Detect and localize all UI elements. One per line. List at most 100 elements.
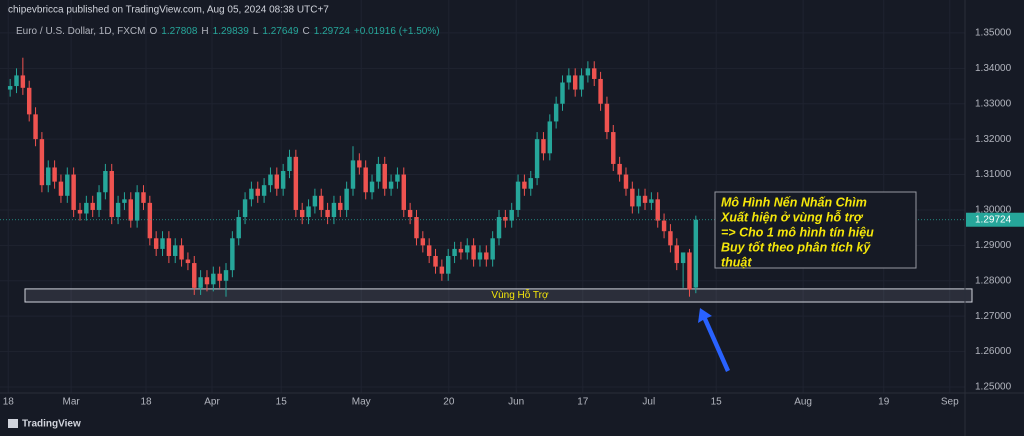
candle-body — [331, 202, 337, 218]
candle-body — [407, 209, 413, 218]
x-tick-label: Jun — [508, 397, 524, 408]
annotation-line: Xuất hiện ở vùng hỗ trợ — [720, 209, 864, 224]
candle-body — [636, 195, 641, 207]
candle-body — [471, 245, 476, 260]
candle-body — [490, 238, 495, 260]
candle-body — [128, 199, 134, 221]
ohlc-key: C — [303, 26, 310, 37]
candle-body — [547, 121, 553, 154]
candle-body — [211, 273, 216, 285]
candle-body — [687, 252, 692, 290]
x-tick-label: Sep — [941, 397, 959, 408]
candle-body — [39, 139, 45, 186]
ohlc-value: 1.27808 — [161, 26, 198, 37]
candle-body — [572, 75, 578, 90]
support-zone-label: Vùng Hỗ Trợ — [491, 288, 549, 301]
candle-body — [325, 209, 330, 218]
candle-body — [109, 171, 114, 218]
plot: Vùng Hỗ Trợ — [0, 57, 973, 303]
candle-body — [26, 87, 32, 115]
last-price-label: 1.29724 — [975, 214, 1012, 225]
candle-body — [274, 174, 280, 189]
last-price-tag — [966, 212, 1024, 227]
candle-body — [363, 167, 368, 193]
candle-body — [20, 75, 26, 88]
candle-body — [223, 270, 229, 281]
brand-name: TradingView — [22, 419, 81, 430]
candle-body — [566, 75, 572, 83]
ohlc-key: L — [253, 26, 259, 37]
candle-body — [560, 82, 565, 104]
candle-body — [84, 202, 89, 214]
x-tick-label: Aug — [794, 397, 812, 408]
candle-body — [287, 156, 292, 172]
change: +0.01916 (+1.50%) — [354, 26, 440, 37]
candle-body — [661, 220, 667, 232]
candle-body — [77, 209, 83, 214]
y-tick-label: 1.35000 — [975, 28, 1012, 39]
x-tick-label: 15 — [276, 397, 288, 408]
y-tick-label: 1.28000 — [975, 275, 1012, 286]
candle-body — [674, 245, 679, 264]
candle-body — [52, 167, 57, 182]
candle-body — [503, 217, 508, 221]
candle-body — [496, 217, 502, 239]
arrow — [698, 308, 730, 372]
candle-body — [579, 75, 584, 90]
y-tick-label: 1.27000 — [975, 311, 1012, 322]
candle-body — [649, 199, 654, 203]
candle-body — [376, 163, 381, 182]
candle-body — [217, 273, 222, 281]
candle-body — [515, 181, 521, 210]
candle-body — [141, 192, 146, 203]
candle-body — [179, 245, 184, 260]
candle-body — [90, 202, 95, 210]
candle-body — [382, 163, 387, 189]
brand: TradingView — [8, 419, 81, 430]
candle-body — [395, 174, 400, 182]
candle-body — [598, 78, 603, 104]
candle-body — [147, 202, 153, 239]
candle-body — [414, 217, 419, 239]
ohlc-value: 1.29724 — [314, 26, 351, 37]
candle-body — [103, 171, 108, 193]
candle-body — [306, 206, 311, 218]
candle-body — [166, 238, 172, 256]
candle-body — [65, 174, 70, 196]
candle-body — [344, 188, 349, 210]
candle-body — [338, 202, 343, 210]
candle-body — [611, 132, 616, 164]
candle-body — [204, 277, 210, 285]
y-tick-label: 1.25000 — [975, 382, 1012, 393]
candle-body — [192, 263, 197, 288]
candle-body — [680, 252, 686, 264]
candle-body — [261, 185, 267, 196]
legend: Euro / U.S. Dollar, 1D, FXCM O 1.27808 H 1.2… — [16, 26, 440, 37]
candle-body — [198, 277, 203, 288]
x-tick-label: 17 — [577, 397, 589, 408]
candle-body — [388, 181, 394, 189]
candle-body — [160, 238, 165, 249]
candle-body — [509, 209, 514, 221]
candle-body — [617, 163, 622, 175]
candle-body — [465, 245, 470, 253]
candle-body — [14, 75, 19, 87]
y-tick-label: 1.31000 — [975, 169, 1012, 180]
candle-body — [319, 195, 324, 210]
candle-body — [357, 160, 362, 168]
candle-body — [592, 68, 597, 79]
candle-body — [433, 255, 438, 267]
candle-body — [484, 252, 489, 260]
publisher: chipevbricca published on TradingView.co… — [8, 5, 329, 16]
candle-body — [242, 199, 248, 218]
ohlc-key: O — [149, 26, 157, 37]
support-zone — [24, 288, 973, 303]
candle-body — [439, 266, 445, 274]
candle-body — [122, 199, 127, 203]
candle-body — [426, 245, 432, 256]
annotation-line: => Cho 1 mô hình tín hiệu — [721, 225, 874, 239]
candle-body — [71, 174, 76, 210]
candle-body — [350, 160, 356, 189]
x-tick-label: 15 — [711, 397, 723, 408]
